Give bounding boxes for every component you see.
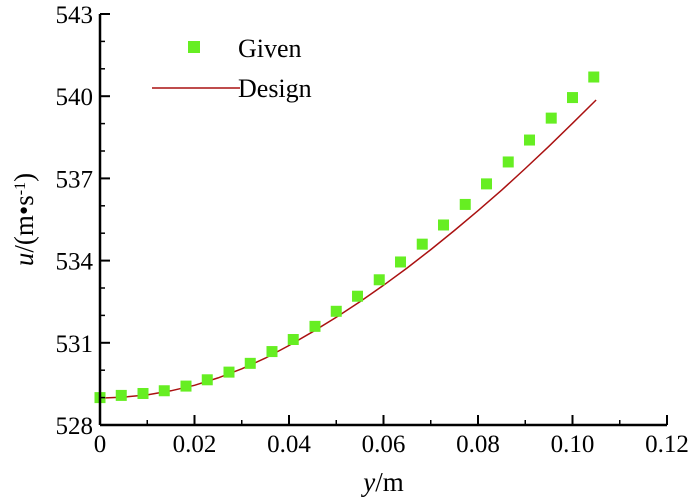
given-point xyxy=(244,357,256,369)
given-point xyxy=(481,178,493,190)
x-tick-label: 0.08 xyxy=(456,431,500,458)
y-tick-label: 528 xyxy=(56,413,94,440)
given-point xyxy=(588,71,600,83)
given-point xyxy=(201,374,213,386)
x-tick-label: 0.04 xyxy=(267,431,311,458)
given-point xyxy=(352,290,364,302)
given-point xyxy=(115,389,127,401)
y-axis-title-unit: /(m•s xyxy=(9,195,39,252)
x-tick-label: 0.02 xyxy=(173,431,217,458)
given-point xyxy=(524,134,536,146)
given-point xyxy=(180,380,192,392)
x-tick-label: 0.12 xyxy=(645,431,689,458)
x-tick-label: 0 xyxy=(94,431,107,458)
design-line xyxy=(99,99,597,399)
given-point xyxy=(545,112,557,124)
legend-marker-given xyxy=(188,41,200,53)
x-tick-label: 0.06 xyxy=(362,431,406,458)
y-tick-label: 531 xyxy=(56,331,94,358)
given-point xyxy=(309,320,321,332)
y-tick-label: 534 xyxy=(56,249,94,276)
given-point xyxy=(567,92,578,104)
plot-marks xyxy=(94,71,600,404)
y-axis-title-superscript: -1 xyxy=(12,182,29,195)
axis-ticks: 0 0.02 0.04 0.06 0.08 0.10 0.12 528 531 534 537 540… xyxy=(56,2,689,458)
x-tick-label: 0.10 xyxy=(551,431,595,458)
given-point xyxy=(158,385,170,397)
x-axis-title-variable: y xyxy=(360,467,375,497)
given-point xyxy=(395,256,407,268)
y-axis-title-variable: u xyxy=(9,253,39,267)
given-point xyxy=(438,219,450,231)
axes-frame xyxy=(98,14,667,427)
given-point xyxy=(330,305,342,317)
legend-label-given: Given xyxy=(238,34,302,63)
given-point xyxy=(266,346,278,358)
given-point xyxy=(459,198,471,210)
y-axis-title: u/(m•s-1) xyxy=(9,173,39,266)
given-point xyxy=(502,156,514,168)
legend-label-design: Design xyxy=(238,74,312,103)
y-tick-label: 543 xyxy=(56,2,94,29)
x-axis-title: y/m xyxy=(360,467,404,497)
y-axis-title-group: u/(m•s-1) xyxy=(9,173,39,266)
y-tick-label: 537 xyxy=(56,166,94,193)
legend: Given Design xyxy=(152,34,312,103)
given-point xyxy=(416,238,428,250)
given-point xyxy=(223,366,235,378)
x-axis-title-unit: /m xyxy=(375,467,404,497)
y-axis-title-close: ) xyxy=(9,173,39,182)
given-point xyxy=(137,387,149,399)
given-point xyxy=(373,274,385,286)
y-tick-label: 540 xyxy=(56,84,94,111)
given-point xyxy=(287,334,299,346)
